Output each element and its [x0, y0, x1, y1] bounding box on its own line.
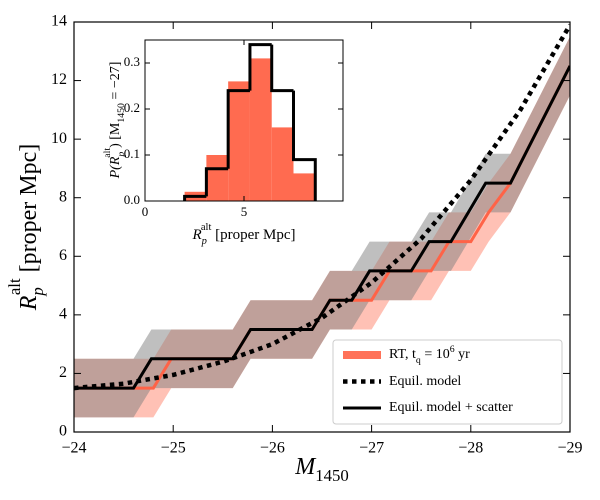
axes: −24 −25 −26 −27 −28 −29 0 2 4 6 8 10 12 14 — [51, 13, 583, 457]
inset-y-tick-label: 0.2 — [124, 100, 140, 115]
inset-y-label-part: P(R — [108, 156, 123, 179]
inset-x-label-part: p — [201, 236, 207, 247]
y-label-part: alt — [5, 278, 24, 295]
legend-label: Equil. model + scatter — [389, 400, 513, 415]
legend-label: RT, tq = 106 yr — [389, 344, 470, 366]
y-tick-label: 8 — [59, 188, 67, 205]
legend-label-part: 6 — [450, 344, 455, 355]
y-tick-label: 12 — [51, 71, 67, 88]
y-axis-label: Rpalt [proper Mpc] — [5, 144, 47, 311]
histogram-bar — [271, 127, 294, 201]
legend-label-part: q — [416, 355, 421, 366]
legend-box — [332, 339, 563, 425]
inset-y-label-part: ) [M — [108, 122, 123, 148]
x-tick-label: −29 — [557, 440, 582, 457]
inset-y-label-part: = −27] — [108, 62, 123, 103]
inset-y-label: P(Rpalt) [M1450 = −27] — [102, 62, 127, 180]
x-label-part: M — [294, 454, 317, 480]
histogram-bar — [206, 155, 229, 201]
inset-x-tick-label: 5 — [241, 204, 248, 219]
y-tick-label: 2 — [59, 364, 67, 381]
histogram-bar — [249, 58, 272, 202]
inset-x-label: Rp alt [proper Mpc] — [191, 222, 295, 247]
inset-y-label-part: 1450 — [116, 103, 127, 123]
histogram-step — [204, 167, 229, 197]
inset-x-label-part: R — [191, 227, 201, 243]
y-tick-label: 14 — [51, 13, 67, 30]
legend: RT, tq = 106 yr Equil. model Equil. mode… — [332, 339, 563, 425]
x-tick-label: −26 — [260, 440, 285, 457]
inset-y-tick-label: 0.0 — [124, 192, 140, 207]
legend-label-part: yr — [455, 347, 471, 362]
inset-y-tick-label: 0.3 — [124, 54, 140, 69]
histogram-step — [292, 90, 317, 201]
histogram-step — [248, 43, 272, 91]
inset-y-label-part: alt — [102, 148, 113, 158]
histogram-bar — [293, 173, 316, 201]
series-line — [74, 23, 570, 391]
band — [74, 36, 570, 418]
inset-y-label-part: p — [116, 152, 127, 158]
inset-x-label-part: alt — [201, 222, 212, 233]
legend-swatch — [343, 351, 381, 359]
inset-y-tick-label: 0.1 — [124, 146, 140, 161]
y-tick-label: 4 — [59, 306, 67, 323]
y-label-part: p — [28, 287, 47, 296]
plot-area — [74, 23, 570, 418]
x-tick-label: −27 — [359, 440, 384, 457]
x-tick-label: −25 — [161, 440, 186, 457]
x-tick-label: −28 — [458, 440, 483, 457]
inset-x-label-part: [proper Mpc] — [211, 227, 295, 243]
y-label-part: R — [16, 295, 42, 311]
x-label-part: 1450 — [315, 466, 349, 485]
y-tick-label: 10 — [51, 130, 67, 147]
legend-label-part: RT, t — [389, 347, 416, 362]
inset-x-tick-label: 0 — [142, 204, 149, 219]
histogram-bar — [228, 81, 250, 201]
legend-label-part: = 10 — [421, 347, 450, 362]
y-label-part: [proper Mpc] — [16, 144, 42, 279]
histogram-step — [226, 89, 250, 169]
histogram-step — [270, 44, 294, 93]
y-tick-label: 6 — [59, 247, 67, 264]
y-tick-label: 0 — [59, 423, 67, 440]
legend-symbols — [343, 351, 381, 410]
x-tick-label: −24 — [61, 440, 86, 457]
x-axis-label: M1450 — [294, 454, 349, 486]
inset: 0 5 0.0 0.1 0.2 0.3 — [124, 39, 344, 219]
series-line — [74, 65, 570, 390]
legend-label: Equil. model — [389, 374, 461, 389]
axes-frame — [73, 21, 571, 433]
histogram-step — [183, 194, 207, 201]
